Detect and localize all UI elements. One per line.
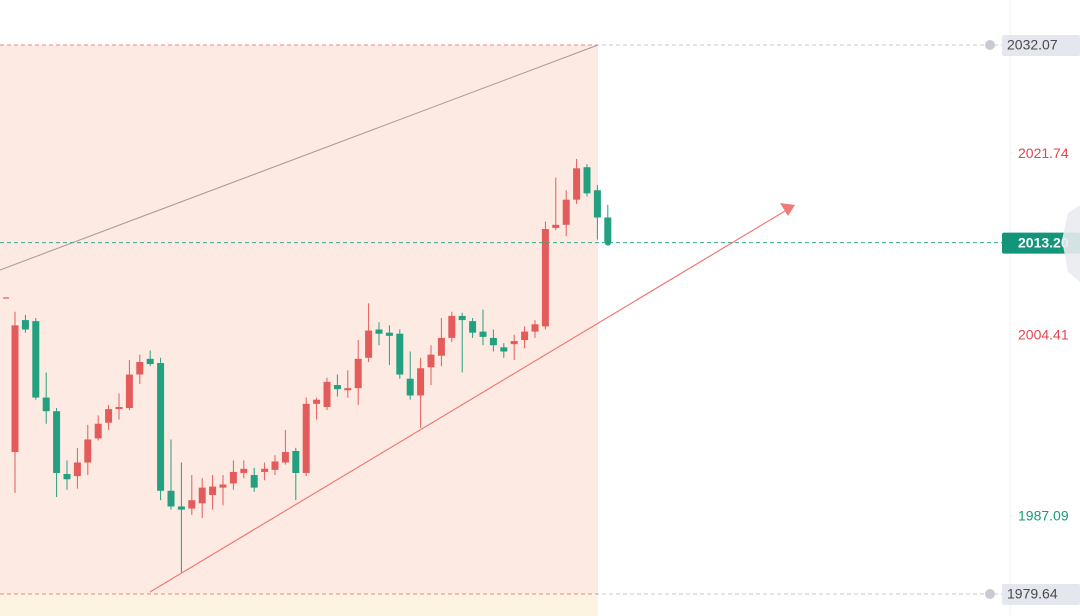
candle-body xyxy=(73,462,81,477)
price-box xyxy=(1002,35,1080,57)
candle-body xyxy=(375,329,383,334)
candle-body xyxy=(583,167,591,194)
alert-icon xyxy=(985,40,995,51)
lower-zone xyxy=(0,594,598,616)
y-tick-label: 1987.09 xyxy=(1018,508,1069,524)
candle-body xyxy=(167,490,175,507)
candle-body xyxy=(146,358,154,365)
candle-body xyxy=(458,315,466,321)
candle-body xyxy=(552,224,560,228)
candle-body xyxy=(271,461,279,470)
candle-body xyxy=(365,330,373,358)
candle-body xyxy=(84,439,92,463)
candle-body xyxy=(417,368,425,396)
candle-body xyxy=(105,409,113,423)
candle-body xyxy=(125,374,133,409)
candle-body xyxy=(469,321,477,333)
candle-body xyxy=(177,506,185,510)
trend-line xyxy=(149,210,786,593)
y-tick-label: 2013.20 xyxy=(1018,234,1069,250)
candle-body xyxy=(53,411,61,473)
candle-body xyxy=(604,217,612,243)
candle-body xyxy=(198,487,206,504)
candle-body xyxy=(344,388,352,391)
candle-body xyxy=(313,399,321,404)
candle-body xyxy=(396,333,404,375)
candle-body xyxy=(32,321,40,398)
candle-body xyxy=(250,475,258,488)
trend-arrow xyxy=(780,203,795,216)
candle-body xyxy=(448,315,456,338)
candle-body xyxy=(302,403,310,473)
candle-body xyxy=(406,378,414,396)
candle-body xyxy=(385,332,393,336)
candle-body xyxy=(573,168,581,200)
candle-body xyxy=(562,199,570,225)
candle-body xyxy=(427,354,435,368)
price-box xyxy=(1002,232,1080,254)
candle-body xyxy=(479,331,487,337)
candle-body xyxy=(229,471,237,484)
candle-body xyxy=(21,320,29,330)
candle-body xyxy=(333,385,341,390)
candle-body xyxy=(115,407,123,410)
y-tick-label: 2021.74 xyxy=(1018,145,1069,161)
candle-body xyxy=(510,341,518,345)
candle-body xyxy=(94,423,102,439)
candle-body xyxy=(261,468,269,472)
candle-body xyxy=(11,325,19,453)
candle-body xyxy=(209,486,217,495)
candle-body xyxy=(136,361,144,375)
candle-body xyxy=(42,397,50,412)
candle-body xyxy=(354,358,362,389)
candle-body xyxy=(157,363,165,491)
y-tick-label: 2032.07 xyxy=(1007,37,1058,53)
price-box xyxy=(1002,584,1080,606)
side-tab[interactable] xyxy=(1062,205,1080,282)
candle-body xyxy=(437,337,445,356)
candle-body xyxy=(281,452,289,463)
candle-body xyxy=(188,500,196,509)
candle-body xyxy=(593,190,601,218)
y-tick-label: 2004.41 xyxy=(1018,326,1069,342)
candle-body xyxy=(489,337,497,346)
candle-body xyxy=(541,228,549,327)
alert-icon xyxy=(985,589,995,600)
channel-line xyxy=(0,44,599,271)
price-dot xyxy=(605,239,611,246)
candle-body xyxy=(323,381,331,408)
candle-body xyxy=(219,484,227,488)
candle-body xyxy=(521,331,529,340)
candle-body xyxy=(292,450,300,473)
candle-body xyxy=(500,347,508,352)
range-zone xyxy=(0,45,598,595)
candle-body xyxy=(531,324,539,332)
candle-body xyxy=(240,468,248,473)
candle-body xyxy=(63,474,71,480)
y-tick-label: 1979.64 xyxy=(1007,586,1058,602)
